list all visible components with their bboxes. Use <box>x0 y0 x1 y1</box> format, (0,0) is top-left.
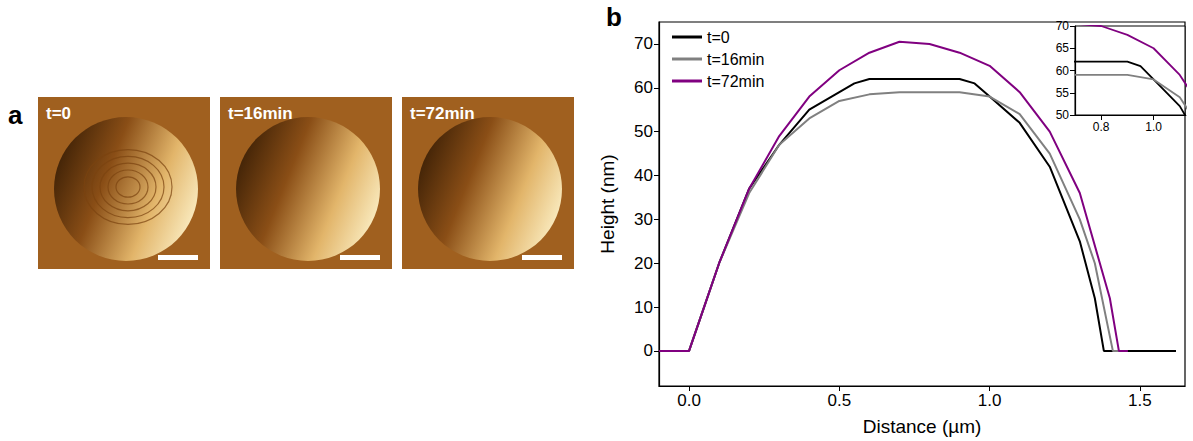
svg-text:10: 10 <box>634 298 653 317</box>
svg-text:Height (nm): Height (nm) <box>597 154 618 253</box>
svg-text:70: 70 <box>1056 19 1070 33</box>
html-text:b: b <box>606 2 622 32</box>
svg-text:20: 20 <box>634 254 653 273</box>
svg-text:40: 40 <box>634 166 653 185</box>
svg-text:60: 60 <box>1056 64 1070 78</box>
svg-text:t=16min: t=16min <box>707 51 764 68</box>
svg-text:1.5: 1.5 <box>1128 391 1152 410</box>
svg-text:0: 0 <box>644 341 653 360</box>
svg-text:0.0: 0.0 <box>677 391 701 410</box>
svg-text:1.0: 1.0 <box>1145 120 1162 134</box>
svg-text:1.0: 1.0 <box>978 391 1002 410</box>
svg-text:Distance (µm): Distance (µm) <box>863 416 982 437</box>
svg-text:0.8: 0.8 <box>1093 120 1110 134</box>
svg-text:70: 70 <box>634 34 653 53</box>
svg-text:50: 50 <box>634 122 653 141</box>
svg-text:65: 65 <box>1056 41 1070 55</box>
svg-text:55: 55 <box>1056 86 1070 100</box>
svg-text:t=16min: t=16min <box>228 104 293 123</box>
svg-text:60: 60 <box>634 78 653 97</box>
svg-text:t=0: t=0 <box>707 29 730 46</box>
svg-text:t=72min: t=72min <box>410 104 475 123</box>
html-text:a: a <box>8 100 23 130</box>
svg-text:t=72min: t=72min <box>707 73 764 90</box>
svg-text:t=0: t=0 <box>46 104 71 123</box>
svg-text:50: 50 <box>1056 108 1070 122</box>
svg-text:30: 30 <box>634 210 653 229</box>
svg-text:0.5: 0.5 <box>828 391 852 410</box>
